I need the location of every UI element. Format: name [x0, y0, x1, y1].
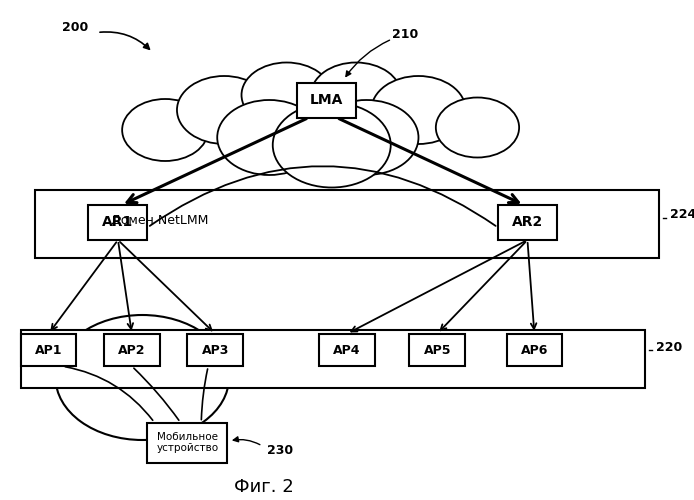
Text: 210: 210 — [392, 28, 418, 42]
Text: AR2: AR2 — [511, 216, 543, 230]
Bar — [319, 334, 375, 366]
Bar — [187, 334, 243, 366]
FancyArrowPatch shape — [65, 366, 153, 420]
Text: 224: 224 — [670, 208, 694, 222]
Bar — [507, 334, 562, 366]
Bar — [409, 334, 465, 366]
Text: LMA: LMA — [310, 93, 343, 107]
Bar — [104, 334, 160, 366]
Circle shape — [177, 76, 271, 144]
Text: AP6: AP6 — [520, 344, 548, 356]
Text: 230: 230 — [267, 444, 294, 456]
Circle shape — [436, 98, 519, 158]
Circle shape — [242, 62, 332, 128]
FancyArrowPatch shape — [201, 369, 208, 420]
Circle shape — [314, 100, 418, 175]
Text: Домен NetLMM: Домен NetLMM — [111, 214, 208, 227]
Text: Мобильное
устройство: Мобильное устройство — [156, 432, 219, 454]
Circle shape — [122, 99, 208, 161]
Text: AP2: AP2 — [118, 344, 146, 356]
Text: 200: 200 — [62, 21, 89, 34]
Text: AP4: AP4 — [333, 344, 361, 356]
Bar — [21, 334, 76, 366]
Circle shape — [311, 62, 401, 128]
Bar — [89, 205, 148, 240]
Circle shape — [273, 102, 391, 188]
FancyArrowPatch shape — [134, 368, 179, 420]
Bar — [21, 330, 645, 388]
Bar — [148, 422, 228, 463]
FancyArrowPatch shape — [150, 166, 496, 226]
Text: AP1: AP1 — [35, 344, 62, 356]
Bar — [297, 82, 355, 118]
Circle shape — [217, 100, 321, 175]
FancyArrowPatch shape — [233, 437, 260, 444]
Text: AP3: AP3 — [201, 344, 229, 356]
Text: AR1: AR1 — [102, 216, 134, 230]
Text: Фиг. 2: Фиг. 2 — [234, 478, 294, 496]
Text: AP5: AP5 — [423, 344, 451, 356]
FancyArrowPatch shape — [100, 32, 149, 49]
Bar — [35, 190, 659, 258]
Circle shape — [371, 76, 466, 144]
Text: 220: 220 — [656, 341, 682, 354]
Bar — [498, 205, 557, 240]
FancyArrowPatch shape — [346, 40, 389, 76]
